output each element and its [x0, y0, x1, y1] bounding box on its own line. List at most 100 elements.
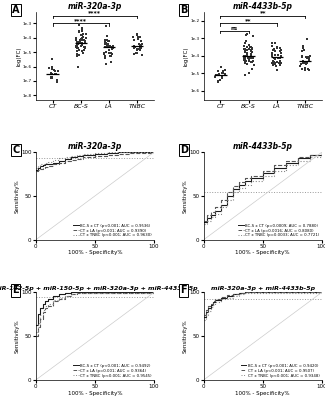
Point [306, 67, 311, 74]
Point [222, 67, 227, 74]
Point [134, 49, 139, 56]
Point [245, 46, 250, 53]
Point [53, 71, 58, 78]
Text: **: ** [259, 10, 266, 15]
Point [249, 51, 254, 57]
Point [103, 61, 108, 67]
Point [299, 54, 305, 61]
Point [242, 72, 248, 78]
Point [138, 34, 143, 40]
Point [134, 47, 139, 53]
Point [109, 53, 114, 60]
Point [245, 60, 250, 67]
Point [217, 71, 222, 78]
Point [111, 43, 116, 50]
Text: C: C [12, 145, 20, 155]
Point [249, 52, 254, 58]
Point [304, 54, 309, 61]
Point [79, 27, 84, 34]
Point [307, 53, 312, 60]
Point [76, 28, 81, 35]
Point [76, 47, 81, 53]
Point [78, 43, 84, 50]
Point [242, 56, 248, 62]
Point [278, 48, 283, 54]
Point [102, 51, 107, 58]
Point [106, 50, 111, 56]
Point [248, 54, 253, 61]
X-axis label: 100% - Specificity%: 100% - Specificity% [68, 390, 122, 396]
Point [76, 45, 81, 51]
Point [271, 46, 277, 52]
Point [274, 66, 280, 73]
Point [299, 48, 305, 54]
Point [220, 68, 225, 74]
Point [243, 60, 248, 66]
Point [220, 73, 225, 80]
Point [52, 68, 57, 74]
Point [302, 65, 307, 72]
Point [242, 46, 248, 52]
Point [55, 77, 60, 83]
X-axis label: 100% - Specificity%: 100% - Specificity% [235, 390, 290, 396]
Point [305, 54, 310, 60]
Point [246, 70, 251, 76]
Point [82, 39, 87, 46]
Point [278, 45, 283, 51]
Point [110, 44, 115, 50]
Point [299, 66, 304, 72]
Point [244, 52, 249, 58]
Point [49, 75, 54, 81]
Point [131, 44, 136, 51]
Point [102, 40, 108, 47]
Point [49, 74, 54, 80]
Point [106, 41, 111, 47]
Point [134, 45, 139, 52]
Point [78, 32, 83, 38]
Point [242, 46, 247, 53]
Point [106, 50, 111, 56]
Point [305, 60, 310, 66]
Point [247, 44, 253, 50]
Point [306, 57, 312, 64]
Point [302, 67, 307, 73]
Y-axis label: log(FC): log(FC) [184, 46, 189, 66]
Point [220, 70, 225, 76]
Point [270, 43, 275, 49]
Point [79, 40, 84, 47]
Point [272, 48, 278, 54]
Point [81, 47, 86, 53]
Point [139, 45, 144, 51]
Point [74, 44, 80, 50]
Point [109, 51, 114, 58]
Point [245, 54, 250, 61]
Point [241, 57, 246, 63]
Text: F: F [180, 285, 187, 295]
Point [277, 48, 282, 54]
Point [135, 36, 140, 42]
Point [47, 65, 52, 72]
Point [136, 34, 141, 40]
Point [269, 52, 275, 58]
Point [103, 23, 108, 30]
Point [273, 60, 278, 66]
Point [273, 62, 279, 69]
Point [138, 42, 144, 49]
Point [216, 71, 221, 78]
Point [269, 53, 274, 59]
Point [80, 50, 85, 56]
Point [102, 40, 107, 46]
Point [80, 34, 85, 41]
Point [271, 47, 276, 53]
Point [80, 42, 85, 48]
Point [250, 54, 255, 60]
Point [76, 40, 81, 47]
Point [102, 39, 108, 46]
Point [75, 40, 81, 46]
Point [135, 31, 140, 38]
Point [81, 31, 86, 37]
Point [55, 68, 60, 74]
Point [110, 51, 115, 58]
Point [136, 46, 141, 53]
Legend: BC-S x CT (p<0.001; AUC = 0.9536), CT x LA (p<0.001; AUC = 0.9390), CT x TNBC (p: BC-S x CT (p<0.001; AUC = 0.9536), CT x … [72, 223, 152, 238]
